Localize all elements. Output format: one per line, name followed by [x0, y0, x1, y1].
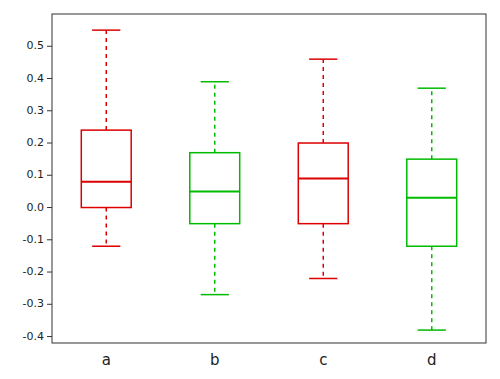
upper-cap [92, 29, 120, 31]
upper-cap [201, 81, 229, 83]
y-tick [47, 175, 52, 176]
x-tick-label: b [210, 351, 220, 369]
lower-whisker [106, 208, 108, 247]
lower-cap [309, 278, 337, 280]
y-tick-label: 0.5 [27, 39, 45, 52]
lower-cap [418, 329, 446, 331]
y-tick [47, 336, 52, 337]
y-axis: -0.4 -0.3 -0.2 -0.1 0.0 0.1 0.2 0.3 0.4 0.5 [23, 39, 52, 342]
y-tick-label: -0.1 [23, 233, 44, 246]
y-tick-label: -0.2 [23, 265, 44, 278]
y-tick [47, 143, 52, 144]
box-group [190, 82, 240, 295]
chart-container: -0.4 -0.3 -0.2 -0.1 0.0 0.1 0.2 0.3 0.4 0.5 a b c d [0, 0, 500, 379]
y-tick [47, 46, 52, 47]
y-tick-label: -0.3 [23, 297, 44, 310]
y-tick [47, 239, 52, 240]
x-tick-label: c [319, 351, 327, 369]
median [81, 181, 131, 183]
upper-cap [309, 58, 337, 60]
median [190, 190, 240, 192]
median [298, 178, 348, 180]
boxes [81, 30, 456, 330]
chart: -0.4 -0.3 -0.2 -0.1 0.0 0.1 0.2 0.3 0.4 0.5 a b c d [0, 0, 500, 379]
box-group [81, 30, 131, 246]
upper-whisker [323, 59, 325, 143]
y-tick [47, 207, 52, 208]
y-tick [47, 304, 52, 305]
plot-frame [52, 14, 486, 343]
box [190, 153, 240, 224]
y-tick [47, 272, 52, 273]
box [81, 130, 131, 207]
y-tick-label: 0.0 [27, 201, 45, 214]
y-tick-label: 0.3 [27, 104, 45, 117]
x-axis: a b c d [102, 351, 437, 369]
box [298, 143, 348, 224]
lower-whisker [214, 224, 216, 295]
lower-whisker [323, 224, 325, 279]
median [407, 197, 457, 199]
y-tick-label: 0.4 [27, 72, 45, 85]
upper-cap [418, 87, 446, 89]
box-group [407, 88, 457, 330]
y-tick-label: 0.1 [27, 168, 45, 181]
box-group [298, 59, 348, 278]
upper-whisker [106, 30, 108, 130]
lower-whisker [431, 246, 433, 330]
y-tick-label: -0.4 [23, 330, 44, 343]
upper-whisker [431, 88, 433, 159]
lower-cap [92, 245, 120, 247]
y-tick-label: 0.2 [27, 136, 45, 149]
box [407, 159, 457, 246]
x-tick-label: a [102, 351, 111, 369]
y-tick [47, 110, 52, 111]
upper-whisker [214, 82, 216, 153]
y-tick [47, 78, 52, 79]
x-tick-label: d [427, 351, 437, 369]
lower-cap [201, 294, 229, 296]
